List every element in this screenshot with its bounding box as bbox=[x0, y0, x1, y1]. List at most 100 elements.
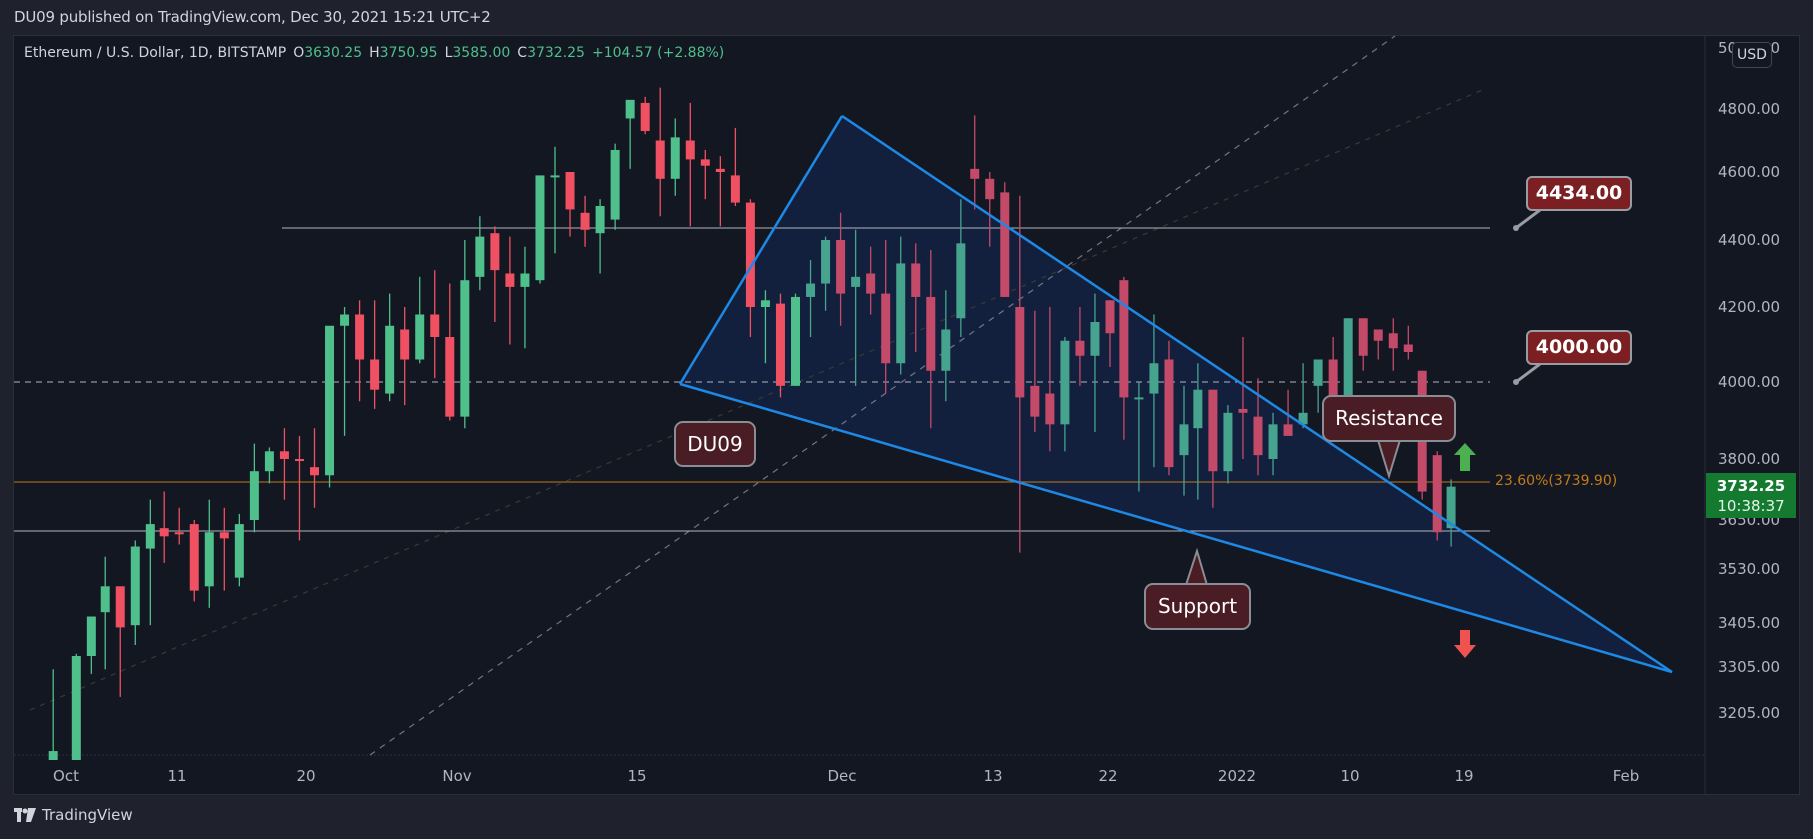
candle-down bbox=[911, 263, 921, 297]
candle-up bbox=[86, 616, 96, 656]
candle-down bbox=[1388, 333, 1398, 349]
price-tag-4000[interactable]: 4000.00 bbox=[1526, 330, 1632, 365]
price-tick: 3530.00 bbox=[1718, 560, 1780, 578]
candle-up bbox=[145, 524, 155, 549]
candle-up bbox=[520, 273, 530, 287]
time-tick: Nov bbox=[442, 767, 471, 785]
price-tag-4434[interactable]: 4434.00 bbox=[1526, 176, 1632, 211]
candle-down bbox=[115, 586, 125, 628]
candle-down bbox=[640, 102, 650, 132]
candle-down bbox=[715, 168, 725, 172]
candle-down bbox=[565, 172, 575, 210]
price-tick: 4200.00 bbox=[1718, 298, 1780, 316]
time-axis: Oct 11 20 Nov 15 Dec 13 22 2022 10 19 Feb bbox=[53, 767, 1639, 785]
price-tick: 4800.00 bbox=[1718, 100, 1780, 118]
triangle-edge-top bbox=[841, 114, 1673, 674]
candle-up bbox=[100, 586, 110, 613]
candle-up bbox=[1149, 363, 1159, 394]
candle-down bbox=[1208, 389, 1218, 472]
currency-button[interactable]: USD bbox=[1732, 42, 1772, 68]
time-tick: 11 bbox=[167, 767, 186, 785]
candle-up bbox=[821, 240, 831, 284]
candle-down bbox=[985, 178, 995, 200]
triangle-pattern bbox=[680, 116, 1672, 672]
dashed-trendline-1 bbox=[369, 35, 1396, 756]
author-callout[interactable]: DU09 bbox=[674, 421, 756, 467]
symbol-legend: Ethereum / U.S. Dollar, 1D, BITSTAMP O363… bbox=[24, 45, 731, 61]
candle-down bbox=[1238, 408, 1248, 413]
time-tick: Feb bbox=[1613, 767, 1640, 785]
candle-down bbox=[355, 314, 365, 360]
candle-up bbox=[760, 300, 770, 307]
candle-up bbox=[1268, 424, 1278, 459]
ohlc-low: L3585.00 bbox=[444, 45, 511, 61]
candle-down bbox=[1253, 416, 1263, 456]
candle-up bbox=[1090, 322, 1100, 356]
time-tick: 20 bbox=[296, 767, 315, 785]
candle-up bbox=[71, 656, 81, 760]
time-tick: 19 bbox=[1454, 767, 1473, 785]
candle-up bbox=[1313, 359, 1323, 386]
candle-down bbox=[430, 314, 440, 337]
resistance-callout[interactable]: Resistance bbox=[1322, 395, 1456, 442]
price-tick: 4600.00 bbox=[1718, 163, 1780, 181]
candle-down bbox=[1328, 359, 1338, 398]
candle-up bbox=[264, 451, 274, 472]
candle-down bbox=[580, 212, 590, 230]
time-tick: 13 bbox=[983, 767, 1002, 785]
support-callout[interactable]: Support bbox=[1144, 583, 1251, 630]
candle-down bbox=[836, 240, 846, 294]
candle-down bbox=[685, 140, 695, 160]
candle-down bbox=[1432, 455, 1442, 533]
tradingview-logo-icon bbox=[14, 808, 36, 822]
candle-down bbox=[700, 159, 710, 166]
candle-up bbox=[48, 751, 58, 760]
ohlc-high: H3750.95 bbox=[369, 45, 438, 61]
ohlc-close: C3732.25 bbox=[517, 45, 585, 61]
footer-branding: TradingView bbox=[14, 806, 133, 824]
candle-down bbox=[655, 140, 665, 179]
candle-up bbox=[1446, 486, 1456, 529]
candle-down bbox=[189, 524, 199, 591]
candle-down bbox=[159, 528, 169, 537]
candle-down bbox=[490, 233, 500, 271]
fib-level-label: 23.60%(3739.90) bbox=[1495, 473, 1618, 489]
candle-down bbox=[219, 532, 229, 539]
price-tick: 4000.00 bbox=[1718, 373, 1780, 391]
candle-down bbox=[970, 168, 980, 179]
price-axis: 5000.004800.004600.004400.004200.004000.… bbox=[1718, 39, 1780, 722]
candle-up bbox=[956, 243, 966, 319]
arrow-down-icon bbox=[1454, 630, 1476, 658]
time-tick: 22 bbox=[1098, 767, 1117, 785]
candle-down bbox=[400, 329, 410, 360]
candle-up bbox=[851, 276, 861, 287]
candle-down bbox=[730, 175, 740, 203]
candlestick-series bbox=[48, 87, 1456, 760]
symbol-name: Ethereum / U.S. Dollar, 1D, BITSTAMP bbox=[24, 45, 287, 61]
candle-up bbox=[1193, 389, 1203, 429]
time-tick: 15 bbox=[627, 767, 646, 785]
last-price-value: 3732.25 bbox=[1716, 477, 1786, 495]
time-tick: 10 bbox=[1340, 767, 1359, 785]
candle-up bbox=[610, 149, 620, 220]
candle-up bbox=[130, 546, 140, 626]
candle-down bbox=[745, 202, 755, 307]
candle-down bbox=[294, 459, 304, 462]
candle-up bbox=[806, 283, 816, 297]
ohlc-open: O3630.25 bbox=[293, 45, 363, 61]
candle-up bbox=[415, 314, 425, 360]
price-tick: 3800.00 bbox=[1718, 450, 1780, 468]
candle-down bbox=[1119, 280, 1129, 398]
candle-down bbox=[279, 451, 289, 459]
candle-down bbox=[445, 337, 455, 417]
time-tick: Oct bbox=[53, 767, 79, 785]
price-tick: 3305.00 bbox=[1718, 658, 1780, 676]
candle-down bbox=[1105, 300, 1115, 334]
publish-info: DU09 published on TradingView.com, Dec 3… bbox=[14, 8, 491, 26]
time-tick: Dec bbox=[827, 767, 856, 785]
candle-down bbox=[1000, 192, 1010, 297]
time-tick: 2022 bbox=[1218, 767, 1256, 785]
candle-up bbox=[325, 325, 335, 476]
price-tick: 3205.00 bbox=[1718, 704, 1780, 722]
